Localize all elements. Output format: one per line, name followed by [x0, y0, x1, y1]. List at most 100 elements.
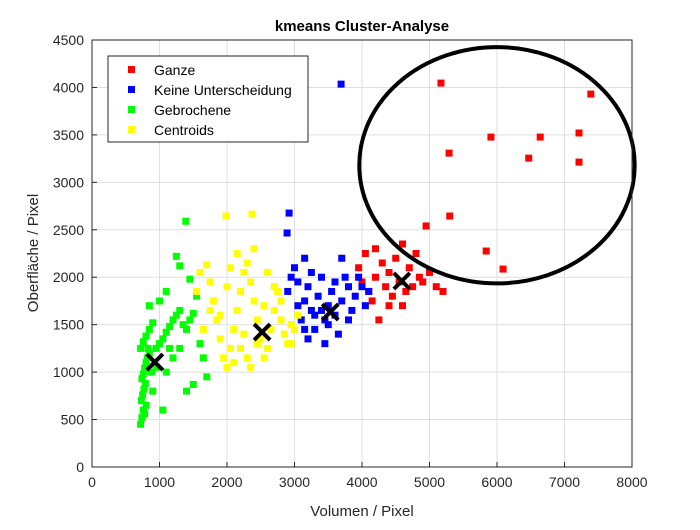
data-point-ganze — [399, 302, 406, 310]
y-tick-label: 4000 — [53, 79, 84, 95]
legend-box — [107, 55, 309, 143]
data-point-ganze — [355, 264, 363, 272]
centroid-markers — [145, 271, 412, 372]
data-point-ganze — [499, 265, 507, 273]
data-point-gebrochene — [179, 321, 187, 329]
data-point-gebrochene — [203, 373, 211, 381]
data-point-gebrochene — [143, 354, 151, 362]
x-tick-label: 7000 — [549, 474, 580, 490]
data-point-gebrochene — [186, 316, 194, 324]
y-axis-label: Oberfläche / Pixel — [25, 194, 42, 312]
data-point-gebrochene — [145, 325, 153, 333]
data-point-keine-unterscheidung — [285, 209, 293, 217]
data-point-centroids — [287, 340, 295, 348]
data-point-gebrochene — [138, 375, 146, 383]
data-point-keine-unterscheidung — [311, 311, 319, 319]
x-tick-label: 8000 — [616, 474, 647, 490]
data-point-keine-unterscheidung — [311, 325, 319, 333]
data-point-ganze — [382, 283, 390, 291]
data-point-centroids — [216, 311, 224, 319]
data-point-keine-unterscheidung — [314, 292, 322, 300]
data-point-gebrochene — [189, 309, 197, 317]
y-tick-label: 3500 — [53, 127, 84, 143]
data-point-ganze — [385, 268, 393, 276]
data-point-centroids — [280, 330, 288, 338]
data-point-centroids — [213, 316, 221, 324]
data-point-centroids — [253, 340, 261, 348]
data-point-keine-unterscheidung — [284, 287, 292, 295]
data-point-gebrochene — [162, 287, 170, 295]
data-point-gebrochene — [140, 385, 148, 393]
data-point-centroids — [243, 259, 251, 267]
data-point-ganze — [415, 273, 423, 281]
data-point-gebrochene — [149, 319, 157, 327]
x-tick-label: 4000 — [346, 474, 377, 490]
data-point-gebrochene — [139, 406, 147, 414]
data-point-centroids — [267, 325, 275, 333]
data-point-ganze — [445, 149, 453, 157]
x-tick-label: 1000 — [144, 474, 175, 490]
data-point-ganze — [487, 133, 495, 141]
data-point-gebrochene — [156, 297, 163, 305]
data-point-centroids — [223, 283, 231, 291]
data-point-centroids — [240, 330, 248, 338]
data-point-ganze — [388, 292, 396, 300]
data-point-centroids — [237, 344, 244, 352]
data-point-ganze — [358, 278, 366, 286]
data-point-gebrochene — [141, 379, 149, 387]
data-points — [137, 79, 595, 428]
data-point-ganze — [446, 212, 454, 220]
data-point-gebrochene — [162, 368, 170, 376]
data-point-ganze — [372, 273, 379, 281]
data-point-gebrochene — [142, 359, 150, 367]
data-point-gebrochene — [139, 370, 147, 378]
y-tick-label: 0 — [76, 459, 84, 475]
y-tick-label: 4500 — [53, 32, 84, 48]
data-point-gebrochene — [152, 344, 160, 352]
data-point-ganze — [405, 264, 413, 272]
data-point-gebrochene — [189, 380, 197, 388]
data-point-centroids — [270, 306, 278, 314]
data-point-centroids — [230, 359, 238, 367]
data-point-ganze — [426, 268, 433, 276]
data-point-keine-unterscheidung — [358, 283, 366, 291]
x-tick-label: 3000 — [279, 474, 310, 490]
data-point-centroids — [264, 268, 271, 276]
centroid-x-marker — [145, 352, 165, 372]
data-point-ganze — [575, 129, 583, 137]
data-point-keine-unterscheidung — [287, 273, 295, 281]
data-point-keine-unterscheidung — [355, 273, 363, 281]
legend-label: Centroids — [154, 122, 214, 138]
data-point-centroids — [237, 287, 244, 295]
data-point-centroids — [233, 306, 241, 314]
data-point-keine-unterscheidung — [318, 306, 325, 314]
data-point-gebrochene — [137, 397, 145, 405]
data-point-gebrochene — [137, 344, 145, 352]
data-point-gebrochene — [199, 354, 207, 362]
data-point-centroids — [206, 278, 214, 286]
data-point-centroids — [253, 316, 261, 324]
data-point-centroids — [226, 264, 234, 272]
legend: Ganze Keine Unterscheidung Gebrochene Centr… — [107, 55, 309, 143]
data-point-centroids — [193, 287, 201, 295]
data-point-centroids — [294, 311, 302, 319]
axis-ticks: 0 1000 2000 3000 4000 5000 6000 7000 8000 0 500 100… — [53, 32, 648, 490]
data-point-centroids — [210, 297, 217, 305]
data-point-centroids — [233, 250, 241, 257]
data-point-keine-unterscheidung — [324, 321, 332, 329]
y-tick-label: 2000 — [53, 269, 84, 285]
data-point-gebrochene — [147, 368, 155, 376]
data-point-keine-unterscheidung — [345, 283, 352, 291]
data-point-centroids — [247, 278, 255, 286]
data-point-ganze — [375, 316, 383, 324]
y-tick-label: 1500 — [53, 317, 84, 333]
data-point-gebrochene — [172, 252, 180, 260]
data-point-centroids — [216, 335, 224, 343]
data-point-centroids — [240, 268, 248, 276]
data-point-centroids — [206, 306, 214, 314]
data-point-keine-unterscheidung — [294, 302, 302, 310]
data-point-gebrochene — [139, 391, 147, 399]
centroid-stroke — [252, 322, 272, 342]
ellipse-shape — [357, 45, 637, 286]
data-point-ganze — [587, 90, 595, 98]
